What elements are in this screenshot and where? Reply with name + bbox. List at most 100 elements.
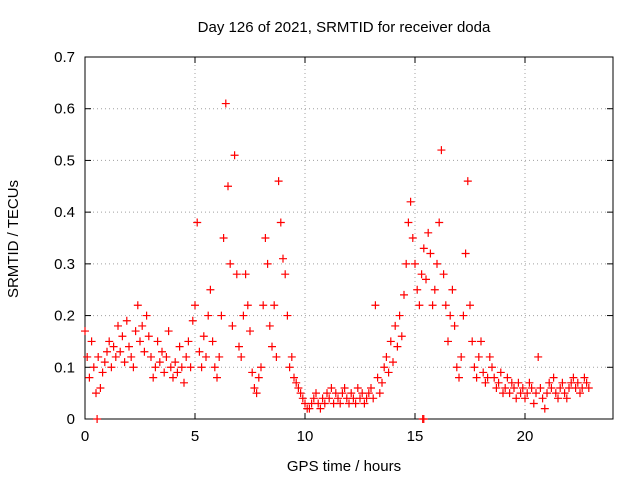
data-point: [292, 378, 301, 387]
data-point: [153, 337, 162, 346]
data-point: [380, 363, 389, 372]
data-point: [309, 394, 318, 403]
data-point: [417, 270, 426, 279]
data-point: [173, 368, 182, 377]
data-point: [510, 383, 518, 392]
data-point: [353, 383, 362, 392]
data-point: [422, 275, 430, 284]
data-point: [114, 321, 122, 330]
data-point: [360, 399, 369, 408]
data-point: [215, 352, 224, 361]
data-point: [276, 218, 285, 227]
gridlines: [85, 57, 613, 419]
data-point: [351, 399, 360, 408]
data-point: [411, 259, 419, 268]
data-point: [551, 389, 560, 398]
data-point: [177, 363, 186, 372]
data-point: [279, 254, 287, 263]
data-point: [239, 311, 248, 320]
data-point: [263, 259, 272, 268]
data-point: [536, 383, 545, 392]
data-point: [268, 342, 276, 351]
data-point: [474, 352, 483, 361]
data-point: [338, 389, 347, 398]
data-point: [547, 383, 556, 392]
data-point: [393, 342, 402, 351]
data-point: [175, 342, 184, 351]
data-point: [492, 383, 501, 392]
data-point: [127, 352, 136, 361]
data-point: [375, 389, 384, 398]
data-point: [378, 378, 386, 387]
data-point: [560, 389, 569, 398]
data-point: [444, 337, 452, 346]
data-point: [336, 399, 345, 408]
data-point: [549, 373, 558, 382]
data-point: [230, 151, 239, 160]
data-point: [116, 347, 125, 356]
data-point: [290, 373, 298, 382]
data-point: [254, 373, 263, 382]
x-tick-label: 0: [81, 428, 89, 445]
data-point: [419, 415, 428, 423]
data-point: [384, 368, 393, 377]
data-point: [325, 394, 334, 403]
data-point: [125, 342, 133, 351]
data-point: [529, 399, 538, 408]
data-point: [98, 368, 107, 377]
data-point: [219, 234, 228, 242]
x-tick-label: 15: [407, 428, 424, 445]
data-point: [142, 311, 151, 320]
data-point: [285, 363, 294, 372]
data-point: [340, 383, 349, 392]
data-point: [428, 301, 437, 310]
data-point: [96, 383, 105, 392]
y-tick-label: 0.6: [54, 101, 75, 118]
data-point: [459, 311, 468, 320]
data-point: [210, 363, 219, 372]
data-point: [147, 352, 155, 361]
data-point: [435, 218, 444, 227]
data-point: [426, 249, 435, 258]
data-point: [490, 373, 499, 382]
data-point: [461, 249, 470, 258]
data-point: [389, 358, 397, 367]
data-point: [446, 311, 455, 320]
data-point: [166, 363, 175, 372]
data-point: [521, 394, 529, 403]
y-tick-label: 0.7: [54, 49, 75, 66]
data-point: [386, 337, 395, 346]
data-point: [369, 394, 378, 403]
data-point: [518, 383, 527, 392]
data-point: [466, 301, 474, 310]
data-point: [569, 373, 578, 382]
data-point: [287, 352, 296, 361]
data-point: [243, 301, 252, 310]
data-point: [122, 316, 131, 325]
data-point: [472, 373, 481, 382]
data-point: [413, 285, 422, 294]
y-axis-label: SRMTID / TECUs: [5, 180, 22, 298]
data-point: [512, 394, 521, 403]
data-point: [107, 363, 116, 372]
data-point: [136, 337, 144, 346]
data-point: [437, 146, 446, 155]
data-point: [397, 332, 406, 341]
data-point: [457, 352, 466, 361]
data-point: [100, 358, 109, 367]
data-point: [259, 301, 268, 310]
x-tick-label: 10: [297, 428, 314, 445]
data-point: [208, 337, 217, 346]
data-point: [265, 321, 274, 330]
data-point: [367, 383, 375, 392]
data-point: [169, 373, 177, 382]
data-point: [144, 332, 153, 341]
data-point: [164, 327, 173, 336]
data-point: [294, 383, 303, 392]
data-point: [138, 321, 147, 330]
data-point: [582, 378, 591, 387]
data-point: [221, 99, 230, 108]
data-point: [155, 358, 164, 367]
data-point: [140, 347, 149, 356]
data-point: [540, 404, 549, 413]
